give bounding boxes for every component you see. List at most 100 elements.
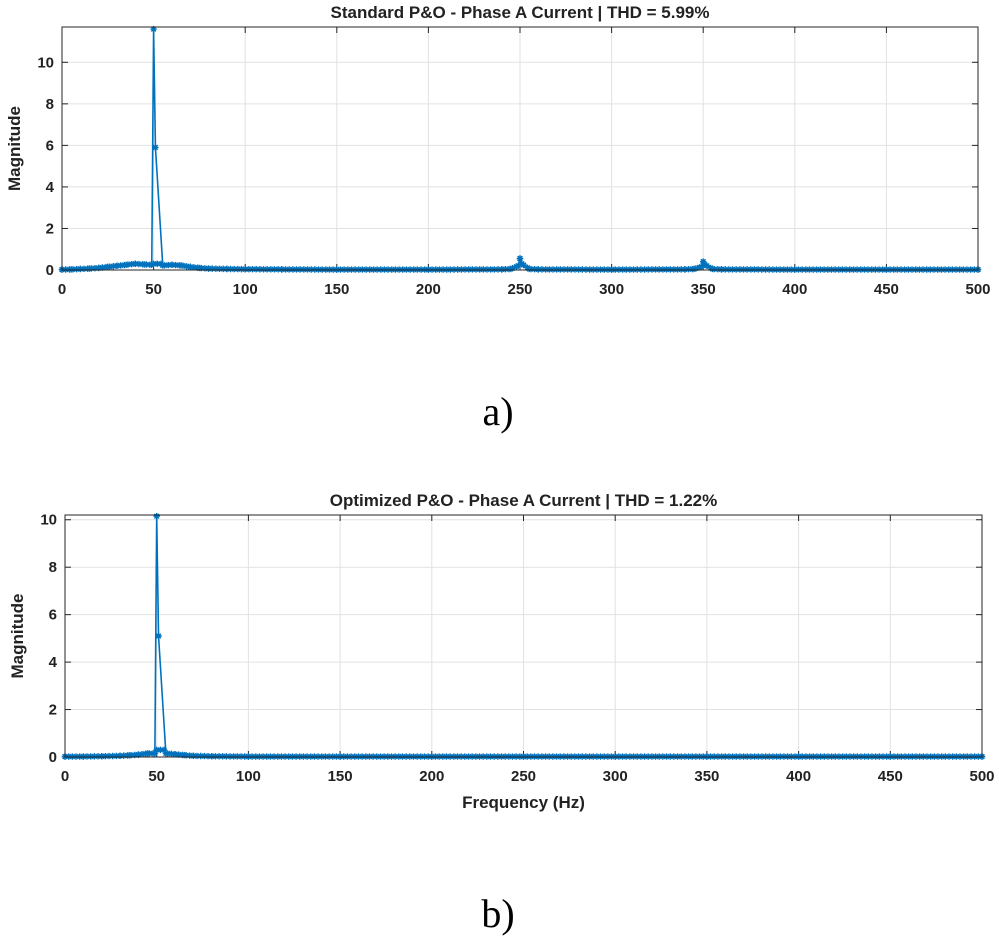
baseline-marker [670, 266, 678, 273]
baseline-marker [509, 264, 516, 272]
data-point [152, 144, 159, 151]
baseline-marker [94, 753, 102, 760]
baseline-marker [168, 750, 175, 758]
x-tick-label: 50 [148, 768, 165, 785]
baseline-marker [157, 746, 164, 754]
baseline-marker [307, 266, 315, 273]
y-tick-label: 10 [37, 54, 54, 71]
y-tick-label: 6 [49, 607, 57, 624]
data-point [151, 750, 159, 757]
data-point [514, 262, 522, 270]
baseline-marker [223, 753, 230, 760]
baseline-marker [219, 753, 226, 760]
x-tick-label: 100 [233, 281, 258, 298]
data-point [681, 266, 689, 273]
baseline-marker [296, 266, 304, 273]
baseline-marker [641, 266, 648, 273]
data-point [498, 266, 505, 273]
baseline-marker [751, 266, 758, 273]
baseline-marker [249, 266, 256, 273]
data-point [141, 261, 148, 268]
data-point [132, 260, 139, 267]
x-tick-label: 350 [694, 768, 719, 785]
x-tick-label: 450 [878, 768, 903, 785]
baseline-marker [183, 263, 190, 270]
y-tick-label: 8 [49, 559, 57, 576]
data-point [701, 261, 709, 269]
data-point [208, 753, 215, 760]
baseline-marker [212, 753, 219, 760]
baseline-marker [190, 264, 198, 271]
baseline-marker [231, 265, 238, 273]
data-point [507, 265, 515, 273]
baseline-marker [135, 260, 143, 268]
baseline-marker [128, 260, 135, 268]
data-point [95, 264, 102, 272]
baseline-marker [99, 264, 106, 271]
x-tick-label: 200 [419, 768, 444, 785]
baseline-marker [186, 752, 193, 759]
data-point [700, 258, 707, 265]
data-point [122, 261, 130, 269]
baseline-marker [193, 752, 201, 760]
baseline-marker [83, 753, 91, 760]
x-tick-label: 150 [328, 768, 353, 785]
baseline-marker [659, 266, 667, 273]
panel-label-a: a) [482, 389, 514, 434]
y-tick-label: 6 [46, 137, 54, 154]
baseline-marker [87, 753, 94, 760]
baseline-marker [256, 266, 264, 273]
baseline-marker [245, 265, 253, 273]
baseline-marker [461, 266, 469, 273]
y-tick-label: 2 [46, 220, 54, 237]
baseline-marker [110, 263, 117, 270]
x-tick-label: 400 [782, 281, 807, 298]
baseline-marker [120, 752, 127, 759]
baseline-marker [138, 750, 146, 758]
baseline-marker [252, 266, 260, 273]
baseline-marker [304, 266, 311, 273]
data-point [177, 262, 185, 269]
baseline-marker [725, 266, 733, 273]
baseline-marker [685, 266, 692, 273]
baseline-marker [282, 266, 289, 273]
data-point [190, 752, 197, 760]
baseline-marker [663, 266, 670, 273]
x-tick-label: 50 [145, 281, 162, 298]
axes-box [64, 514, 983, 758]
baseline-marker [300, 266, 308, 273]
baseline-marker [564, 266, 571, 273]
chart-1: 0 50 100 150 200 250 300 350 400 450 500 0 2 4 6 8 10 Opt… [8, 491, 995, 812]
data-point [162, 750, 170, 757]
data-point [518, 260, 526, 267]
baseline-marker [197, 752, 204, 760]
data-point [168, 261, 176, 269]
chart-0: 0 50 100 150 200 250 300 350 400 450 500 0 2 4 6 8 10 Sta… [5, 3, 991, 298]
baseline-marker [758, 266, 766, 273]
data-point [242, 265, 249, 273]
baseline-marker [491, 266, 498, 273]
y-tick-label: 4 [49, 654, 58, 671]
baseline-marker [172, 261, 179, 269]
baseline-marker [153, 746, 160, 754]
data-point [150, 25, 157, 33]
baseline-marker [226, 753, 234, 760]
baseline-marker [575, 266, 582, 273]
baseline-marker [293, 266, 300, 273]
baseline-marker [102, 752, 109, 760]
baseline-marker [480, 266, 487, 273]
baseline-marker [263, 266, 271, 273]
baseline-marker [549, 266, 557, 273]
data-point [155, 632, 162, 640]
baseline-marker [201, 265, 209, 272]
baseline-marker [648, 266, 656, 273]
baseline-marker [131, 751, 138, 759]
baseline-marker [285, 266, 293, 273]
baseline-marker [209, 265, 216, 272]
baseline-marker [105, 752, 113, 760]
x-tick-label: 350 [691, 281, 716, 298]
x-tick-label: 200 [416, 281, 441, 298]
y-tick-label: 0 [49, 749, 57, 766]
baseline-marker [546, 266, 553, 273]
